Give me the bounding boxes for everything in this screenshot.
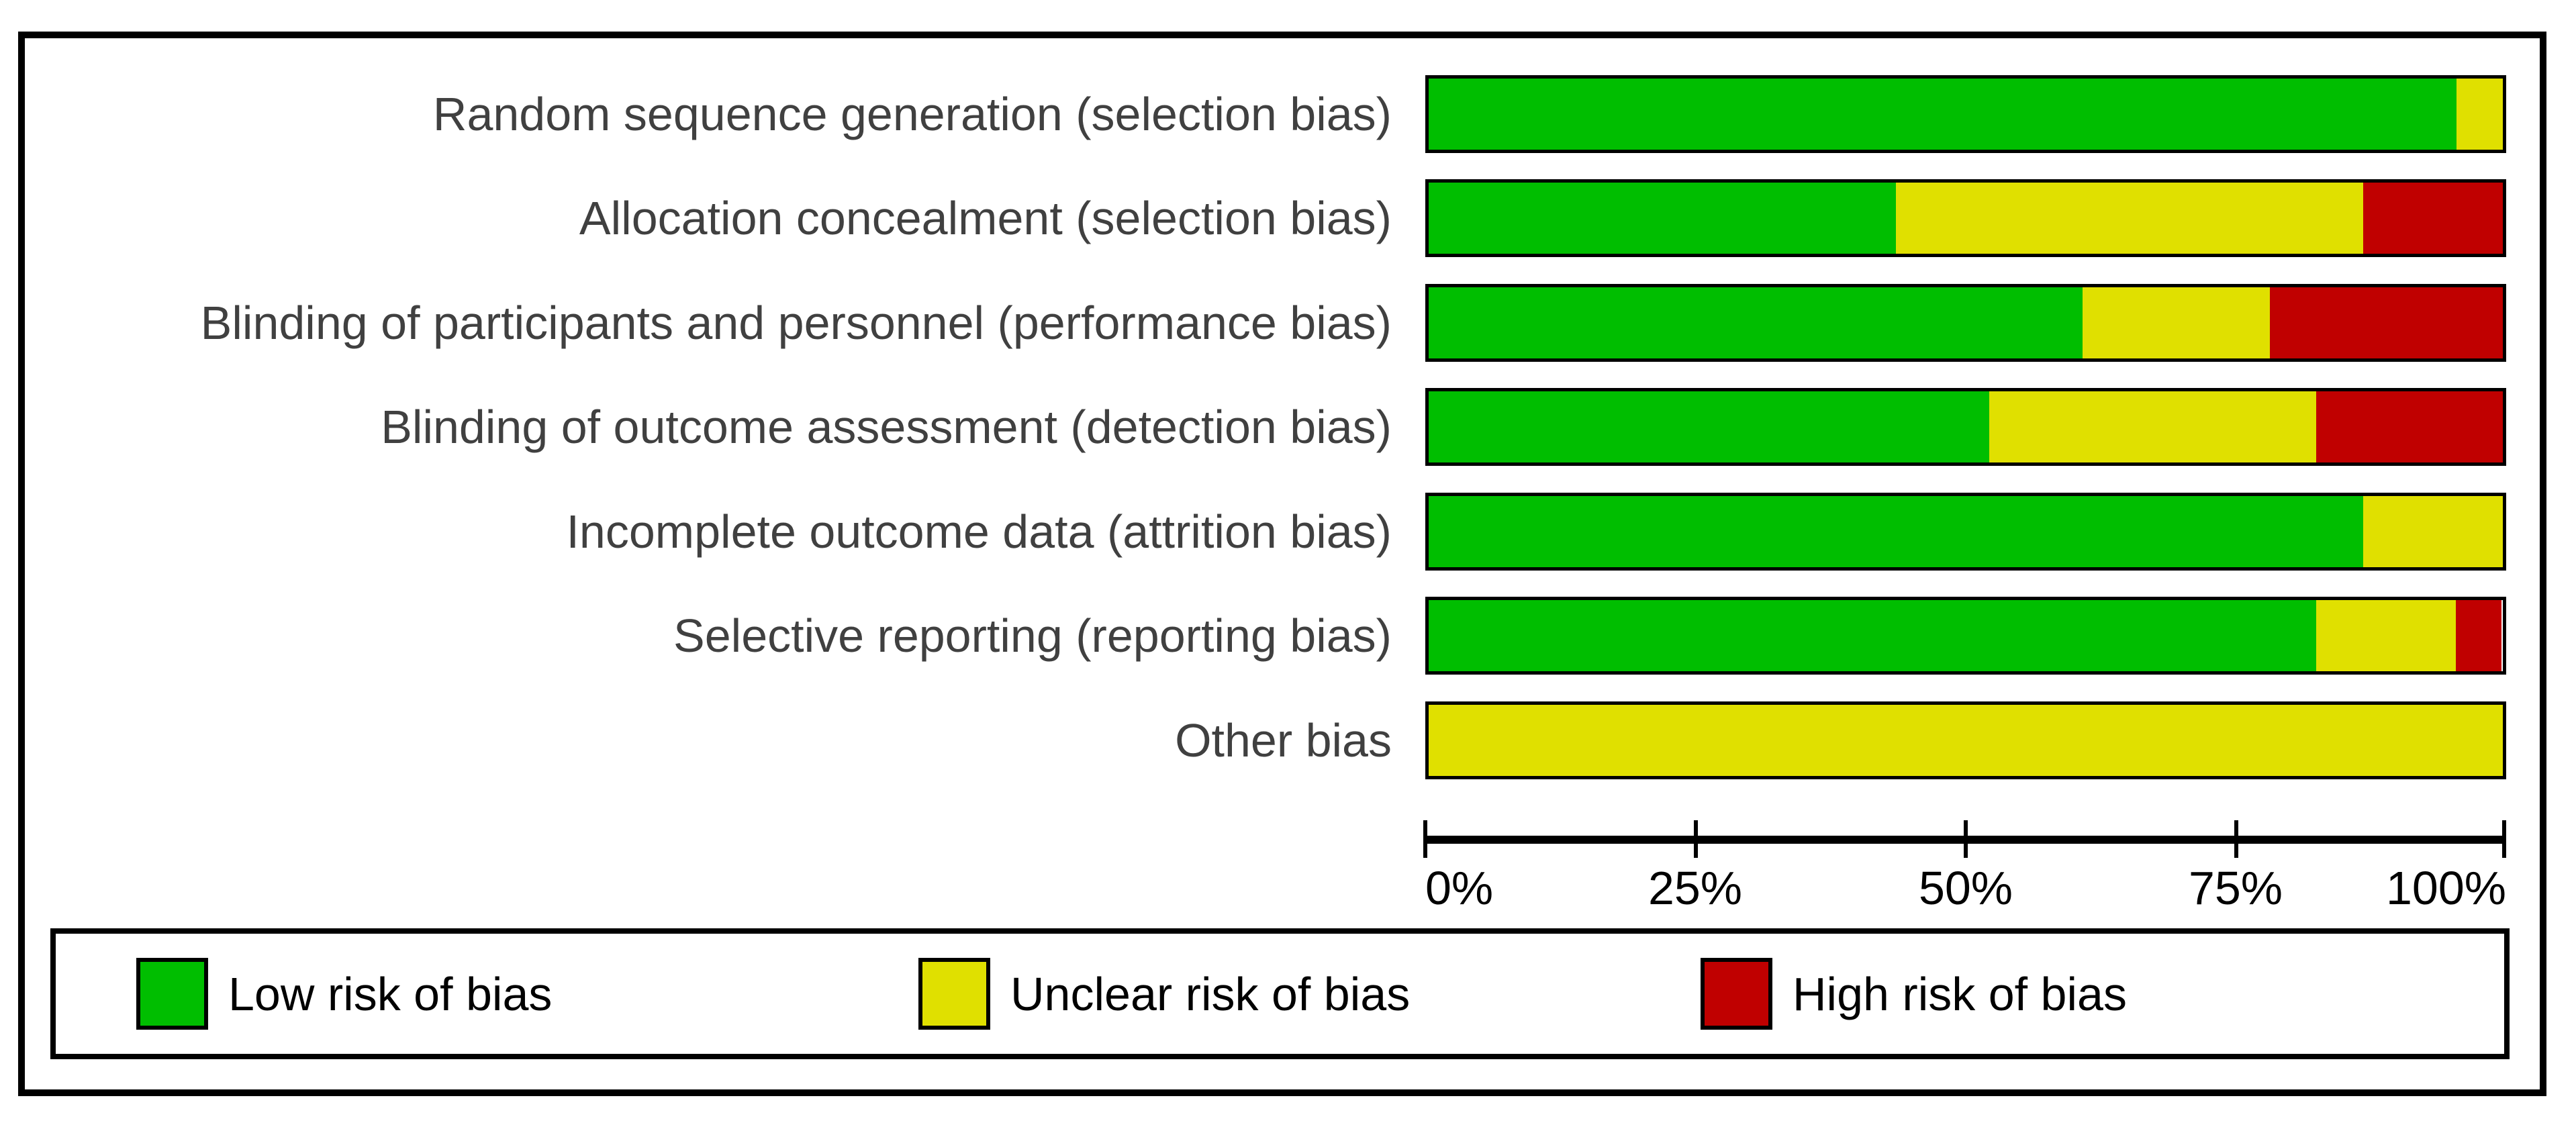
x-axis-tick [1693, 820, 1698, 858]
bar-segment-low [1429, 391, 1990, 462]
chart-row: Incomplete outcome data (attrition bias) [25, 493, 2540, 571]
risk-bar [1425, 701, 2506, 779]
risk-bar [1425, 493, 2506, 571]
x-axis-tick [2502, 820, 2506, 858]
legend-item-high: High risk of bias [1701, 958, 2483, 1030]
chart-frame: Random sequence generation (selection bi… [18, 32, 2546, 1096]
x-axis-tick-label: 75% [2188, 862, 2283, 914]
chart-row: Selective reporting (reporting bias) [25, 597, 2540, 675]
chart-row: Random sequence generation (selection bi… [25, 75, 2540, 153]
x-axis-tick [1964, 820, 1968, 858]
chart-row: Allocation concealment (selection bias) [25, 179, 2540, 257]
x-axis-tick-label: 100% [2385, 862, 2506, 914]
row-label: Blinding of outcome assessment (detectio… [381, 401, 1392, 453]
bar-segment-unclear [1429, 705, 2503, 776]
risk-bar [1425, 597, 2506, 675]
bar-segment-low [1429, 287, 2083, 358]
bar-segment-unclear [2456, 79, 2503, 150]
risk-bar [1425, 388, 2506, 466]
bar-segment-high [2316, 391, 2503, 462]
bar-segment-high [2455, 600, 2502, 671]
x-axis-tick [2234, 820, 2238, 858]
x-axis-tick-label: 50% [1918, 862, 2013, 914]
legend-item-low: Low risk of bias [136, 958, 918, 1030]
bar-segment-high [2269, 287, 2503, 358]
legend-label: Unclear risk of bias [1010, 967, 1411, 1020]
legend-label: High risk of bias [1793, 967, 2127, 1020]
bar-segment-unclear [2083, 287, 2270, 358]
row-label: Other bias [1175, 714, 1392, 767]
x-axis-tick-label: 25% [1648, 862, 1743, 914]
bar-segment-unclear [1896, 183, 2363, 254]
risk-bar [1425, 179, 2506, 257]
risk-bar [1425, 75, 2506, 153]
row-label: Random sequence generation (selection bi… [432, 88, 1392, 140]
bar-segment-unclear [2316, 600, 2456, 671]
row-label: Allocation concealment (selection bias) [579, 192, 1392, 244]
row-label: Selective reporting (reporting bias) [673, 609, 1392, 662]
bar-segment-unclear [1989, 391, 2316, 462]
legend-label: Low risk of bias [228, 967, 553, 1020]
chart-row: Blinding of outcome assessment (detectio… [25, 388, 2540, 466]
row-label: Blinding of participants and personnel (… [200, 297, 1392, 349]
chart-row: Other bias [25, 701, 2540, 779]
bar-segment-unclear [2363, 496, 2503, 567]
row-label: Incomplete outcome data (attrition bias) [566, 505, 1392, 558]
legend-swatch-low [136, 958, 208, 1030]
legend-swatch-unclear [918, 958, 990, 1030]
bar-segment-low [1429, 496, 2363, 567]
x-axis-tick-label: 0% [1425, 862, 1494, 914]
chart-row: Blinding of participants and personnel (… [25, 284, 2540, 362]
risk-bar [1425, 284, 2506, 362]
x-axis-tick [1423, 820, 1427, 858]
bar-segment-low [1429, 600, 2316, 671]
bar-segment-high [2363, 183, 2503, 254]
legend-box: Low risk of bias Unclear risk of bias Hi… [50, 928, 2510, 1059]
legend-swatch-high [1701, 958, 1772, 1030]
bar-segment-low [1429, 183, 1896, 254]
legend-item-unclear: Unclear risk of bias [918, 958, 1701, 1030]
bar-segment-low [1429, 79, 2457, 150]
